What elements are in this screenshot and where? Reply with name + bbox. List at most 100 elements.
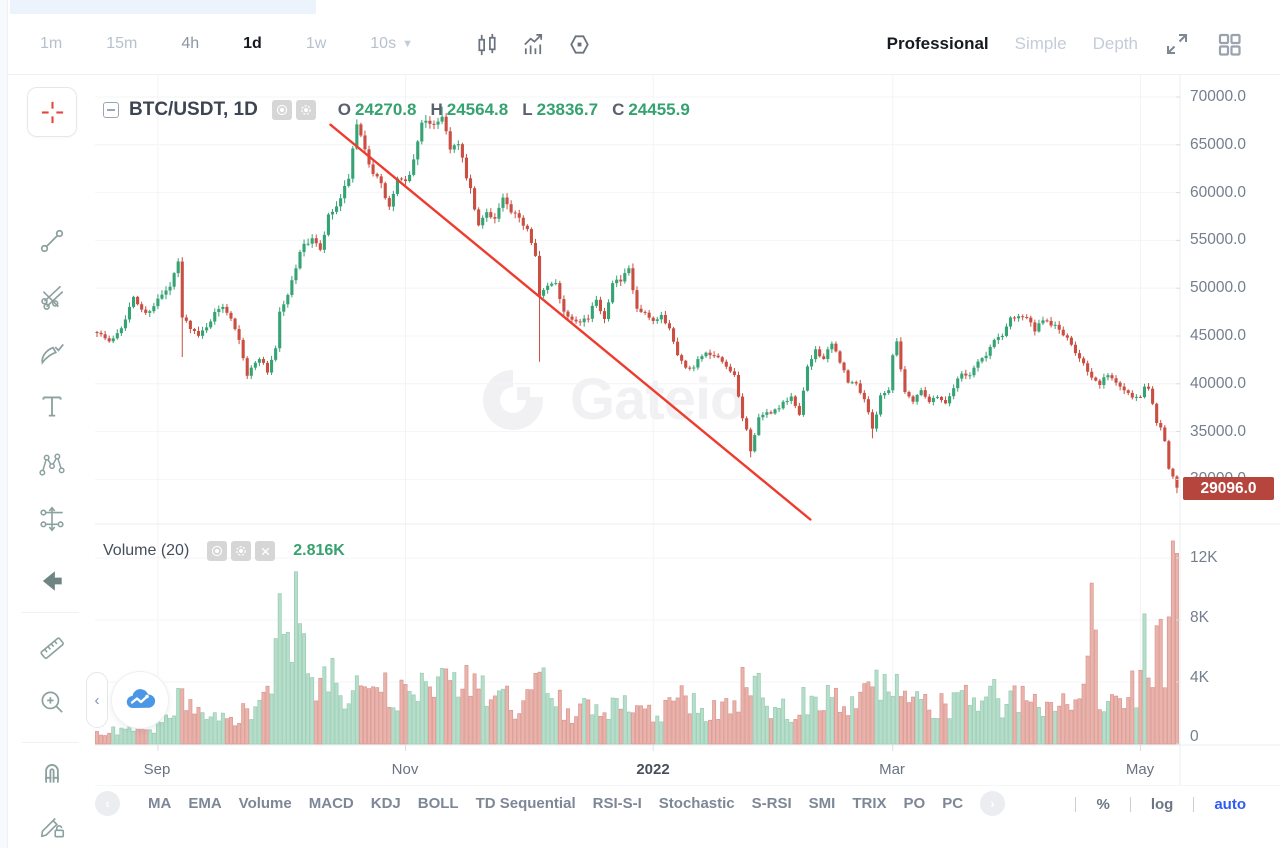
time-tick-label: Nov: [391, 761, 419, 778]
volume-pane-header: Volume (20) 2.816K: [103, 541, 345, 561]
price-tick-label: 40000.0: [1190, 375, 1247, 392]
timeframe-1w[interactable]: 1w: [305, 35, 327, 52]
measure-ruler-tool[interactable]: [34, 630, 70, 666]
chevron-down-icon: ▼: [402, 38, 413, 50]
open-label: O: [337, 100, 352, 119]
drawing-lock-tool[interactable]: [34, 808, 70, 844]
indicator-pc[interactable]: PC: [942, 795, 964, 812]
scale-log[interactable]: log: [1150, 795, 1174, 813]
scale-percent[interactable]: %: [1096, 795, 1110, 813]
view-mode-professional[interactable]: Professional: [886, 34, 989, 53]
indicator-scroll-left[interactable]: ‹: [95, 791, 120, 816]
timeframe-15m[interactable]: 15m: [106, 35, 138, 52]
price-tick-label: 70000.0: [1190, 88, 1247, 105]
volume-tick-label: 8K: [1190, 609, 1209, 626]
layout-grid-icon[interactable]: [1216, 31, 1242, 57]
indicator-macd[interactable]: MACD: [308, 795, 354, 812]
collapse-pane-icon[interactable]: [103, 102, 119, 118]
divider: [1075, 796, 1077, 812]
forecast-projection-tool[interactable]: [34, 501, 70, 537]
cloud-save-button[interactable]: [111, 671, 169, 729]
volume-eye-icon[interactable]: [207, 541, 228, 561]
divider: [1129, 796, 1131, 812]
view-mode-simple[interactable]: Simple: [1014, 34, 1067, 53]
gann-fibonacci-tool[interactable]: [34, 279, 70, 315]
symbol-info-bar: BTC/USDT, 1D O 24270.8 H 24564.8 L 23836.7 …: [103, 99, 690, 121]
indicator-trix[interactable]: TRIX: [852, 795, 887, 812]
time-tick-label: Sep: [143, 761, 171, 778]
indicator-stochastic[interactable]: Stochastic: [658, 795, 735, 812]
price-volume-chart[interactable]: [95, 75, 1280, 848]
view-mode-group: Professional Simple Depth: [887, 31, 1242, 57]
high-value: 24564.8: [446, 100, 509, 119]
volume-gear-icon[interactable]: [231, 541, 252, 561]
timeframe-1m[interactable]: 1m: [40, 35, 63, 52]
indicator-s-rsi[interactable]: S-RSI: [751, 795, 792, 812]
indicator-style-icon[interactable]: [521, 31, 547, 57]
price-tick-label: 45000.0: [1190, 327, 1247, 344]
timeframe-1d[interactable]: 1d: [243, 35, 262, 52]
brush-tool[interactable]: [34, 335, 70, 371]
scale-auto[interactable]: auto: [1214, 795, 1246, 813]
volume-tick-label: 0: [1190, 728, 1199, 745]
indicator-scroll-right[interactable]: ›: [980, 791, 1006, 816]
indicator-smi[interactable]: SMI: [808, 795, 836, 812]
magnet-tool[interactable]: [34, 755, 70, 791]
indicator-po[interactable]: PO: [903, 795, 926, 812]
indicator-bar: ‹ MA EMA Volume MACD KDJ BOLL TD Sequent…: [95, 785, 1280, 821]
xabcd-pattern-tool[interactable]: [34, 446, 70, 482]
price-tick-label: 65000.0: [1190, 136, 1247, 153]
crosshair-tool-selected[interactable]: [27, 87, 77, 137]
indicator-boll[interactable]: BOLL: [417, 795, 459, 812]
candlestick-style-icon[interactable]: [475, 31, 501, 57]
indicator-kdj[interactable]: KDJ: [370, 795, 401, 812]
price-tick-label: 55000.0: [1190, 231, 1247, 248]
time-tick-label-year: 2022: [636, 761, 670, 778]
close-value: 24455.9: [628, 100, 690, 119]
price-tick-label: 35000.0: [1190, 423, 1247, 440]
visibility-eye-icon[interactable]: [271, 100, 292, 120]
divider: [1193, 796, 1195, 812]
symbol-title: BTC/USDT, 1D: [129, 99, 258, 120]
indicator-ma[interactable]: MA: [148, 795, 172, 812]
low-label: L: [522, 100, 533, 119]
open-value: 24270.8: [355, 100, 417, 119]
chart-settings-icon[interactable]: [567, 31, 593, 57]
timeframe-4h[interactable]: 4h: [181, 35, 200, 52]
volume-current-value: 2.816K: [293, 542, 345, 559]
time-tick-label: Mar: [879, 761, 905, 778]
time-tick-label: May: [1125, 761, 1155, 778]
tools-divider: [22, 612, 79, 613]
indicator-rsi-s-i[interactable]: RSI-S-I: [592, 795, 642, 812]
text-tool[interactable]: [34, 388, 70, 424]
fullscreen-icon[interactable]: [1164, 31, 1190, 57]
chart-header-toolbar: 1m 15m 4h 1d 1w 10s ▼: [8, 14, 1280, 75]
price-tick-label: 60000.0: [1190, 184, 1247, 201]
indicator-td-sequential[interactable]: TD Sequential: [475, 795, 576, 812]
volume-tick-label: 4K: [1190, 669, 1209, 686]
ohlc-values: O 24270.8 H 24564.8 L 23836.7 C 24455.9: [338, 100, 690, 120]
volume-tick-label: 12K: [1190, 549, 1218, 566]
drawing-tools-sidebar: [8, 75, 95, 848]
indicator-ema[interactable]: EMA: [188, 795, 222, 812]
top-highlight-strip: [10, 0, 316, 14]
seconds-interval-dropdown[interactable]: 10s ▼: [370, 35, 413, 53]
low-value: 23836.7: [536, 100, 599, 119]
sidebar-collapse-handle[interactable]: ‹: [86, 672, 108, 728]
indicator-settings-gear-icon[interactable]: [295, 100, 316, 120]
chart-style-icons: [475, 31, 593, 57]
trend-line-tool[interactable]: [34, 223, 70, 259]
indicator-volume[interactable]: Volume: [238, 795, 292, 812]
close-label: C: [612, 100, 625, 119]
back-arrow-button[interactable]: [34, 563, 70, 599]
page-left-gutter: [0, 0, 8, 848]
view-mode-depth[interactable]: Depth: [1092, 34, 1138, 53]
volume-indicator-title: Volume (20): [103, 542, 190, 559]
last-price-badge: 29096.0: [1183, 477, 1274, 500]
timeframe-group: 1m 15m 4h 1d 1w 10s ▼: [40, 31, 593, 57]
tools-divider: [22, 742, 79, 743]
volume-close-icon[interactable]: [255, 541, 276, 561]
seconds-interval-label: 10s: [370, 35, 397, 52]
zoom-in-tool[interactable]: [34, 684, 70, 720]
scale-options: % log auto: [1075, 786, 1246, 822]
